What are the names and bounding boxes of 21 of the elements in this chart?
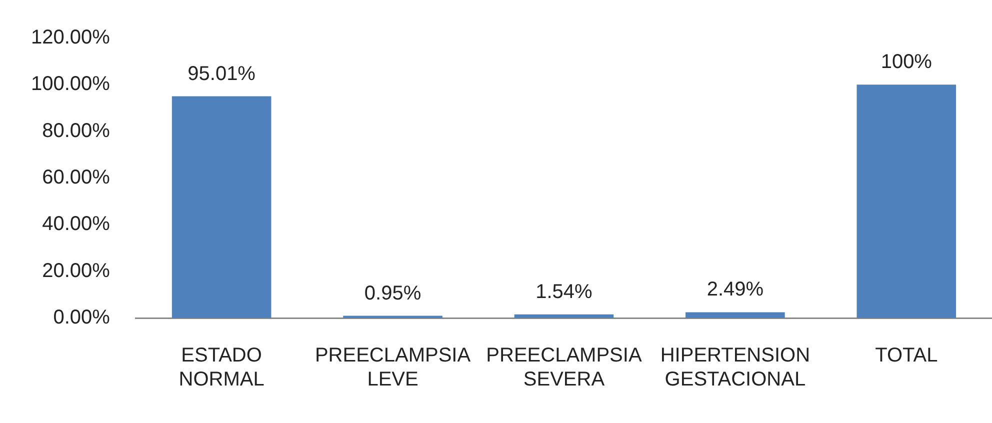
y-tick-label: 0.00%	[53, 306, 110, 329]
y-tick-label: 100.00%	[30, 73, 110, 96]
bar	[172, 96, 272, 318]
x-tick-label: HIPERTENSION GESTACIONAL	[660, 344, 810, 391]
y-tick-label: 20.00%	[42, 260, 110, 282]
data-label: 1.54%	[536, 280, 593, 303]
x-tick-label: ESTADO NORMAL	[178, 344, 264, 391]
bar	[856, 84, 956, 318]
data-label: 100%	[880, 51, 932, 74]
bar	[514, 314, 614, 318]
y-tick-label: 80.00%	[42, 120, 110, 142]
data-label: 95.01%	[188, 62, 256, 85]
bar	[686, 312, 785, 318]
data-label: 2.49%	[706, 278, 764, 301]
x-tick-label: PREECLAMPSIA LEVE	[314, 344, 472, 391]
y-tick-label: 40.00%	[42, 213, 110, 236]
y-tick-label: 60.00%	[42, 166, 110, 189]
x-tick-label: PREECLAMPSIA SEVERA	[486, 344, 642, 391]
x-tick-label: TOTAL	[875, 344, 938, 367]
y-tick-label: 120.00%	[30, 26, 110, 49]
data-label: 0.95%	[364, 282, 422, 304]
